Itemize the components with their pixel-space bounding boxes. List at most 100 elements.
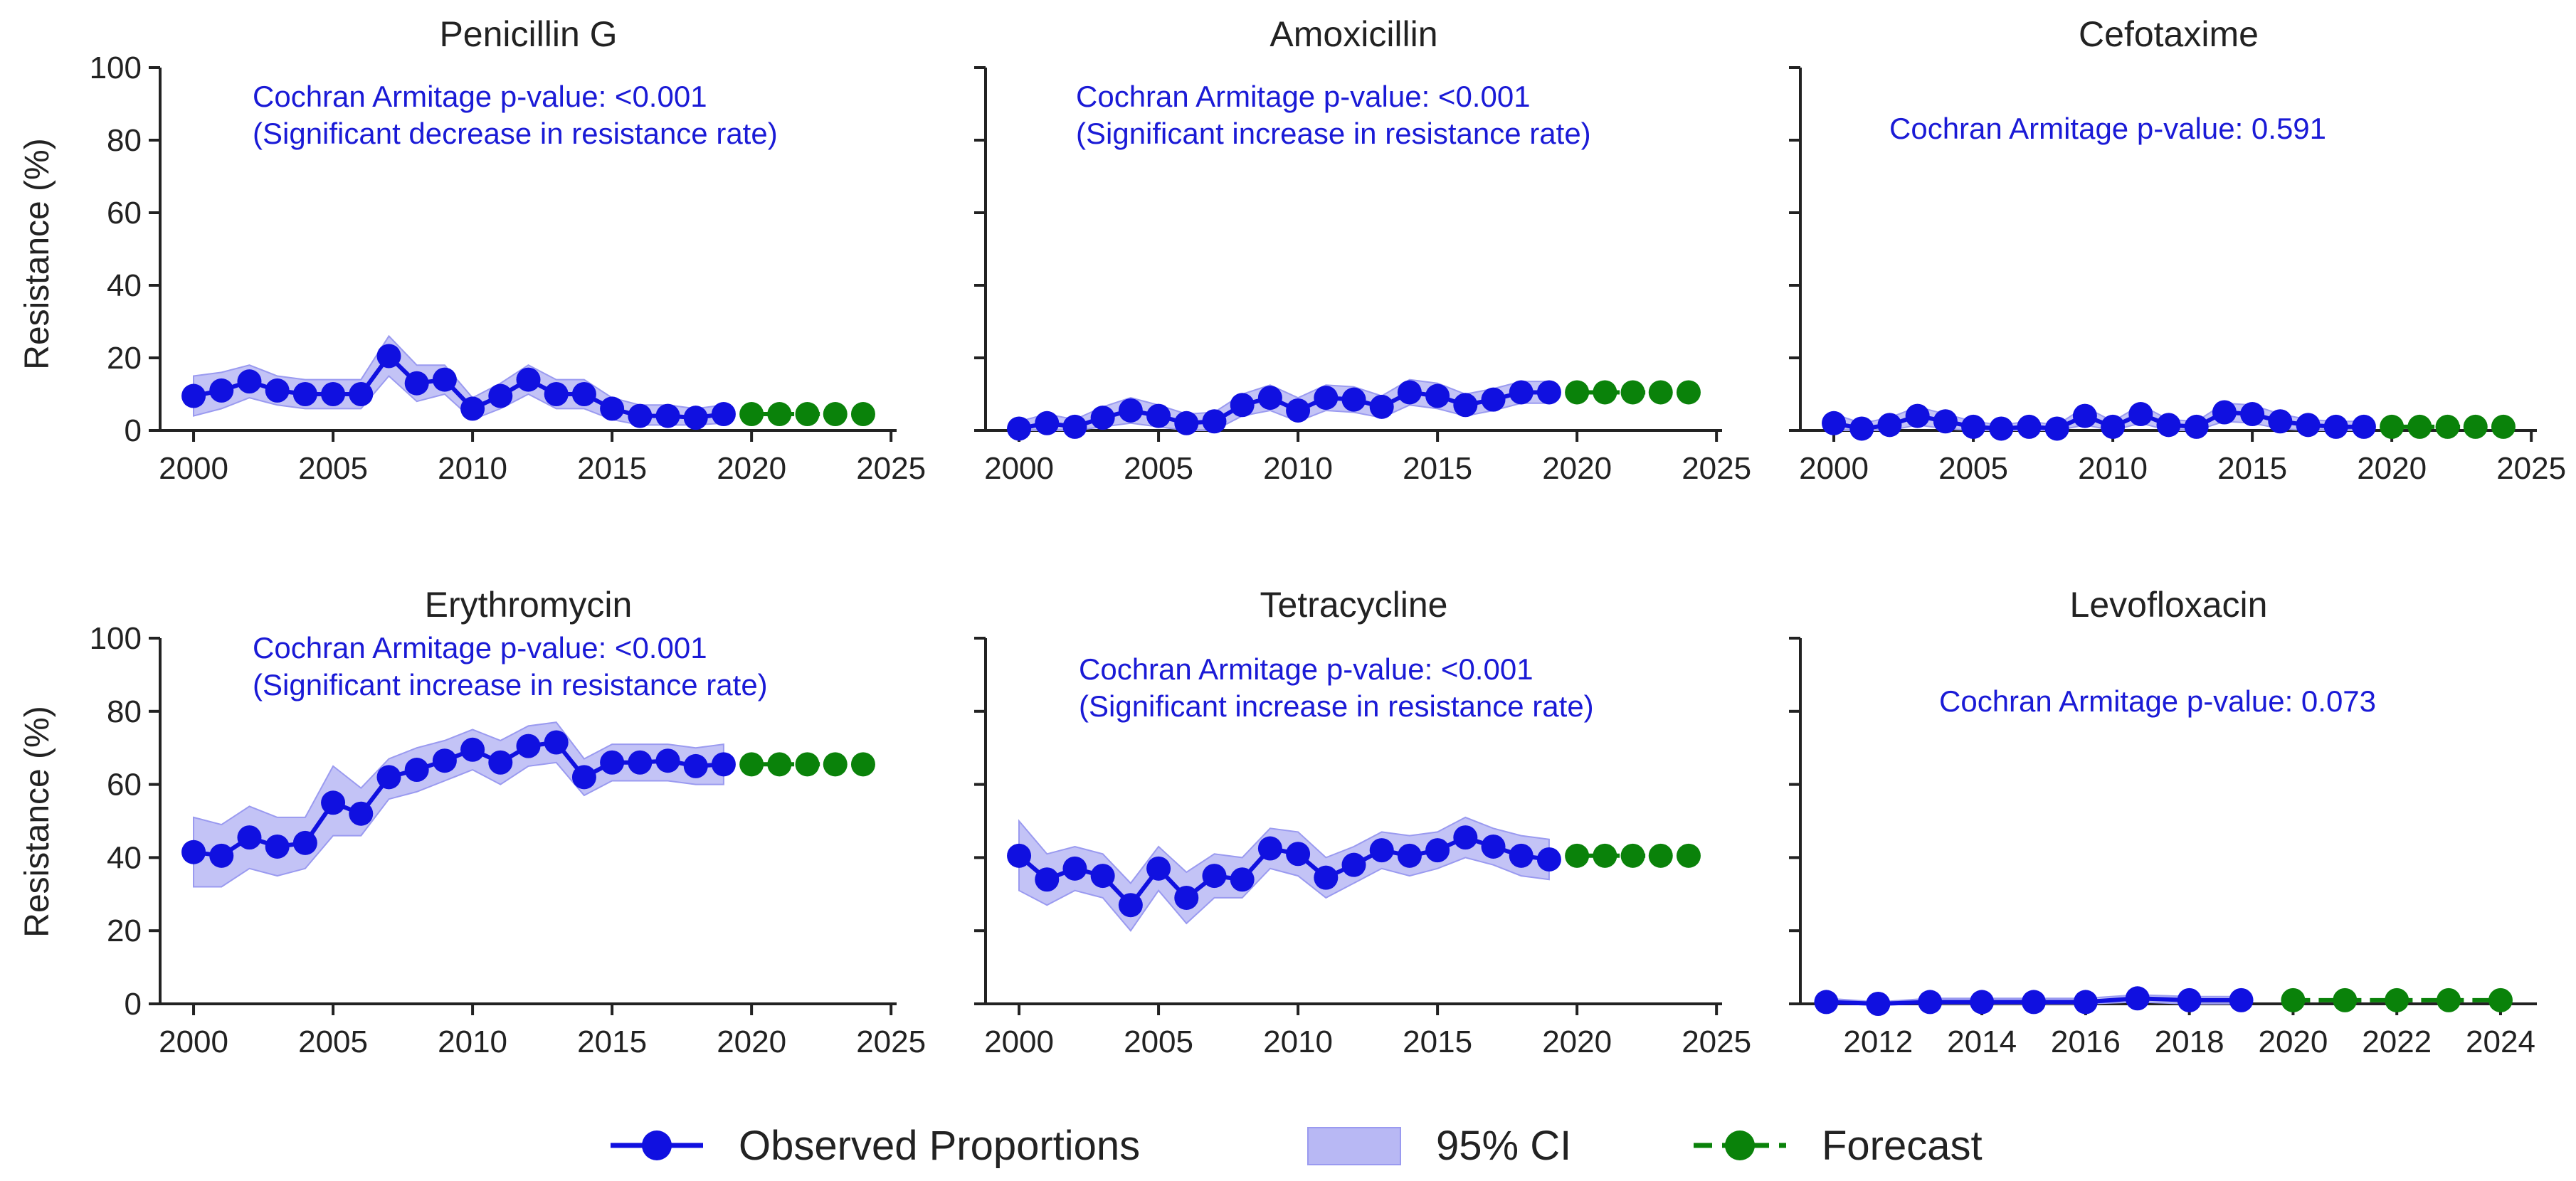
observed-point — [1090, 406, 1115, 430]
forecast-point — [2491, 414, 2516, 439]
observed-point — [655, 403, 680, 428]
observed-point — [1822, 411, 1847, 435]
observed-point — [1509, 843, 1534, 868]
observed-point — [2073, 990, 2098, 1015]
observed-point — [1509, 380, 1534, 405]
observed-point — [2072, 403, 2097, 428]
forecast-point — [2407, 414, 2432, 439]
forecast-point — [739, 752, 764, 777]
panels: Penicillin G 0 20 40 60 80 100 2000 2005 2010 2015… — [90, 14, 2567, 1059]
x-tick-label: 2018 — [2155, 1024, 2224, 1059]
observed-point — [1230, 867, 1255, 892]
forecast-point — [1565, 843, 1590, 868]
x-tick-label: 2020 — [717, 1024, 786, 1059]
observed-point — [2184, 414, 2209, 439]
observed-point — [1453, 393, 1478, 418]
observed-point — [1369, 838, 1394, 863]
observed-point — [237, 825, 262, 850]
forecast-point — [1620, 380, 1645, 405]
observed-point — [460, 737, 485, 762]
x-tick-label: 2005 — [298, 1024, 368, 1059]
observed-point — [2240, 402, 2265, 427]
x-tick-label: 2020 — [717, 451, 786, 486]
annotation-line: (Significant increase in resistance rate… — [1076, 117, 1591, 150]
forecast-point — [1593, 843, 1617, 868]
y-tick-label: 40 — [107, 268, 142, 303]
observed-point — [1118, 893, 1143, 918]
x-tick-label: 2010 — [1263, 1024, 1333, 1059]
observed-point — [1007, 416, 1032, 441]
observed-point — [1397, 380, 1422, 405]
observed-point — [181, 840, 206, 864]
observed-point — [1341, 852, 1366, 877]
forecast-point — [767, 402, 792, 427]
x-tick-label: 2010 — [1263, 451, 1333, 486]
observed-point — [1314, 865, 1339, 890]
panel-amoxicillin: Amoxicillin 2000 2005 2010 2015 2020 2025 Cochr… — [974, 14, 1751, 486]
x-tick-label: 2010 — [438, 1024, 507, 1059]
x-tick-label: 2000 — [1799, 451, 1869, 486]
legend-observed-label: Observed Proportions — [739, 1123, 1140, 1169]
y-axis-labels: Resistance (%) Resistance (%) — [19, 138, 56, 937]
annotation-line: Cochran Armitage p-value: <0.001 — [253, 80, 707, 113]
observed-point — [1007, 843, 1032, 868]
forecast-point — [2488, 987, 2513, 1012]
y-tick-label: 0 — [125, 413, 142, 448]
observed-point — [2212, 400, 2237, 425]
x-tick-label: 2000 — [159, 451, 228, 486]
observed-point — [1905, 403, 1930, 428]
observed-point — [628, 403, 653, 428]
forecast-point — [2437, 987, 2461, 1012]
y-tick-label: 80 — [107, 694, 142, 729]
legend-ci-swatch — [1307, 1127, 1401, 1165]
y-tick-label: 20 — [107, 341, 142, 376]
x-tick-label: 2000 — [984, 451, 1054, 486]
observed-point — [2296, 413, 2321, 438]
observed-point — [2351, 414, 2376, 439]
observed-point — [2101, 414, 2126, 439]
x-tick-label: 2005 — [1938, 451, 2008, 486]
forecast-point — [850, 402, 875, 427]
forecast-point — [850, 752, 875, 777]
forecast-point — [2333, 987, 2358, 1012]
annotation-line: (Significant decrease in resistance rate… — [253, 117, 778, 150]
x-tick-label: 2016 — [2051, 1024, 2121, 1059]
observed-point — [2229, 987, 2254, 1012]
observed-point — [2017, 414, 2042, 439]
observed-point — [1989, 416, 2014, 441]
observed-point — [1146, 856, 1171, 881]
y-tick-label: 60 — [107, 196, 142, 231]
y-tick-label: 20 — [107, 913, 142, 948]
x-tick-label: 2012 — [1843, 1024, 1913, 1059]
observed-point — [1933, 409, 1958, 434]
forecast-point — [2435, 414, 2460, 439]
annotation-line: (Significant increase in resistance rate… — [1079, 689, 1594, 723]
observed-point — [571, 765, 596, 790]
observed-point — [1536, 847, 1561, 872]
observed-point — [1118, 398, 1143, 423]
observed-point — [2323, 414, 2348, 439]
forecast-point — [823, 402, 848, 427]
y-tick-label: 0 — [125, 987, 142, 1022]
observed-point — [711, 752, 736, 777]
legend-ci-label: 95% CI — [1436, 1123, 1571, 1169]
forecast-point — [2385, 987, 2409, 1012]
observed-point — [1202, 864, 1227, 889]
x-tick-label: 2005 — [298, 451, 368, 486]
annotation-line: Cochran Armitage p-value: <0.001 — [1079, 652, 1534, 686]
observed-point — [1814, 990, 1839, 1015]
x-tick-label: 2010 — [2078, 451, 2148, 486]
legend-forecast-marker-swatch — [1725, 1130, 1755, 1160]
forecast-point — [1620, 843, 1645, 868]
y-tick-label: 60 — [107, 768, 142, 803]
observed-point — [404, 758, 429, 783]
observed-point — [1174, 411, 1199, 435]
legend-item-observed: Observed Proportions — [611, 1123, 1140, 1169]
x-tick-label: 2020 — [1542, 1024, 1612, 1059]
annotation-line: Cochran Armitage p-value: <0.001 — [1076, 80, 1531, 113]
annotation-line: Cochran Armitage p-value: <0.001 — [253, 631, 707, 664]
annotation-line: (Significant increase in resistance rate… — [253, 668, 768, 701]
observed-point — [265, 834, 290, 859]
x-tick-label: 2020 — [2258, 1024, 2328, 1059]
